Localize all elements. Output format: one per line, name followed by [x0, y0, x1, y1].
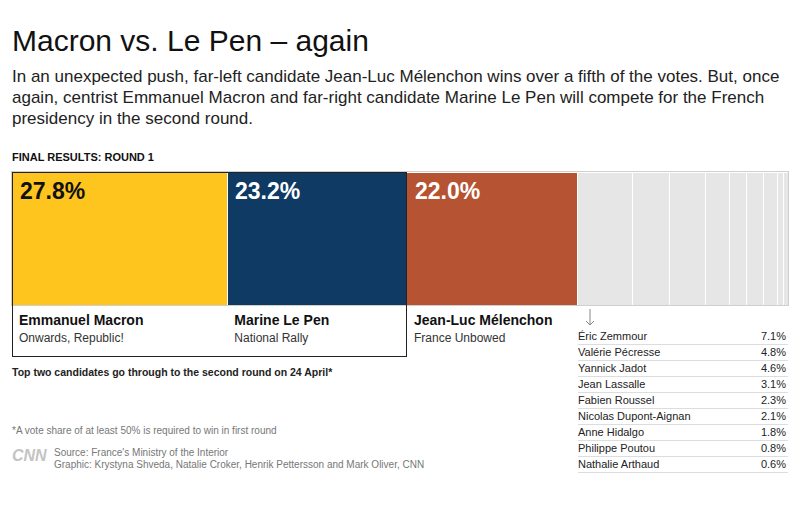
html-text:Fabien Roussel: Fabien Roussel	[578, 394, 655, 406]
html-text:Onwards, Republic!: Onwards, Republic!	[19, 331, 124, 345]
svg-text:22.0%: 22.0%	[415, 178, 480, 204]
html-text:Marine Le Pen: Marine Le Pen	[234, 312, 330, 328]
html-text:Emmanuel Macron: Emmanuel Macron	[19, 312, 144, 328]
html-text:In an unexpected push, far-lef: In an unexpected push, far-left candidat…	[12, 67, 780, 128]
svg-text:23.2%: 23.2%	[235, 178, 300, 204]
html-text:Philippe Poutou: Philippe Poutou	[578, 442, 656, 454]
html-text:3.1%: 3.1%	[760, 378, 786, 390]
html-text:National Rally: National Rally	[234, 331, 309, 345]
html-text:1.8%: 1.8%	[760, 426, 786, 438]
html-text:Yannick Jadot: Yannick Jadot	[578, 362, 647, 374]
html-text:FINAL RESULTS: ROUND 1: FINAL RESULTS: ROUND 1	[12, 151, 154, 163]
html-text:Jean Lassalle: Jean Lassalle	[578, 378, 646, 390]
html-text:7.1%: 7.1%	[760, 330, 786, 342]
html-text:0.8%: 0.8%	[760, 442, 786, 454]
html-text:Top two candidates go through: Top two candidates go through to the sec…	[12, 366, 333, 378]
html-text:2.3%: 2.3%	[760, 394, 786, 406]
html-text:4.8%: 4.8%	[760, 346, 786, 358]
html-text:Source: France's Ministry of t: Source: France's Ministry of the Interio…	[54, 447, 229, 458]
html-text:2.1%: 2.1%	[760, 410, 786, 422]
svg-text:27.8%: 27.8%	[20, 178, 85, 204]
html-text:Nicolas Dupont-Aignan: Nicolas Dupont-Aignan	[578, 410, 691, 422]
html-text:4.6%: 4.6%	[760, 362, 786, 374]
html-text:Anne Hidalgo: Anne Hidalgo	[578, 426, 645, 438]
html-text:0.6%: 0.6%	[760, 458, 786, 470]
html-text:Valérie Pécresse: Valérie Pécresse	[578, 346, 661, 358]
html-text:France Unbowed: France Unbowed	[414, 331, 506, 345]
html-text:Éric Zemmour: Éric Zemmour	[578, 330, 648, 342]
html-text:*A vote share of at least 50%: *A vote share of at least 50% is require…	[12, 425, 277, 436]
html-text:Macron vs. Le Pen – again: Macron vs. Le Pen – again	[12, 24, 369, 57]
html-text:Graphic: Krystyna Shveda, Nata: Graphic: Krystyna Shveda, Natalie Croker…	[54, 459, 425, 470]
html-text:CNN: CNN	[12, 447, 47, 464]
html-text:Nathalie Arthaud: Nathalie Arthaud	[578, 458, 660, 470]
html-text:Jean-Luc Mélenchon: Jean-Luc Mélenchon	[414, 312, 553, 328]
